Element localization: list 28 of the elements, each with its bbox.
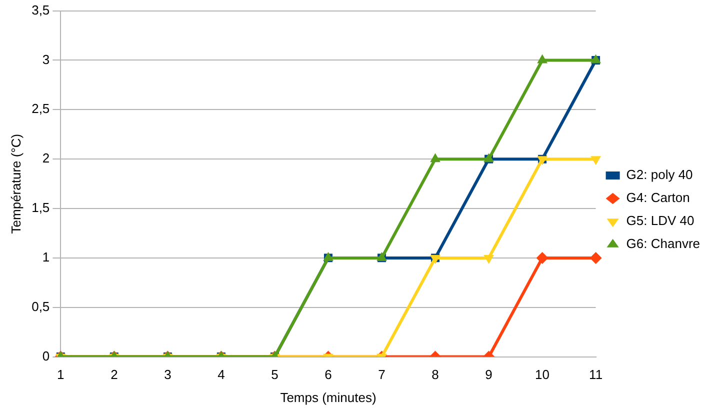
x-tick-label: 8 (432, 367, 439, 382)
x-tick-label: 3 (164, 367, 172, 382)
y-tick-label: 3 (42, 52, 50, 67)
y-tick-label: 2 (42, 150, 50, 166)
y-tick-label: 0,5 (32, 298, 50, 314)
y-tick-label: 3,5 (32, 2, 50, 18)
x-tick-label: 6 (324, 367, 332, 382)
legend-label: G5: LDV 40 (626, 213, 694, 228)
x-tick-label: 7 (378, 367, 386, 382)
x-tick-label: 1 (57, 367, 64, 382)
point (430, 153, 440, 162)
y-tick-label: 2,5 (32, 101, 50, 116)
point (590, 252, 602, 264)
x-tick-label: 9 (485, 367, 492, 382)
legend-label: G2: poly 40 (626, 167, 693, 182)
point (536, 252, 548, 264)
y-tick-label: 1,5 (32, 200, 50, 216)
x-tick-label: 10 (535, 367, 550, 382)
x-tick-label: 11 (589, 367, 603, 382)
x-tick-label: 2 (110, 367, 118, 382)
x-axis-title: Temps (minutes) (280, 390, 376, 405)
x-tick-label: 5 (271, 367, 278, 382)
y-tick-label: 0 (42, 348, 50, 364)
legend-label: G6: Chanvre (626, 236, 700, 252)
legend-label: G4: Carton (626, 190, 690, 206)
y-axis-title: Température (°C) (8, 134, 24, 234)
x-tick-label: 4 (218, 367, 225, 382)
y-tick-label: 1 (42, 250, 50, 265)
